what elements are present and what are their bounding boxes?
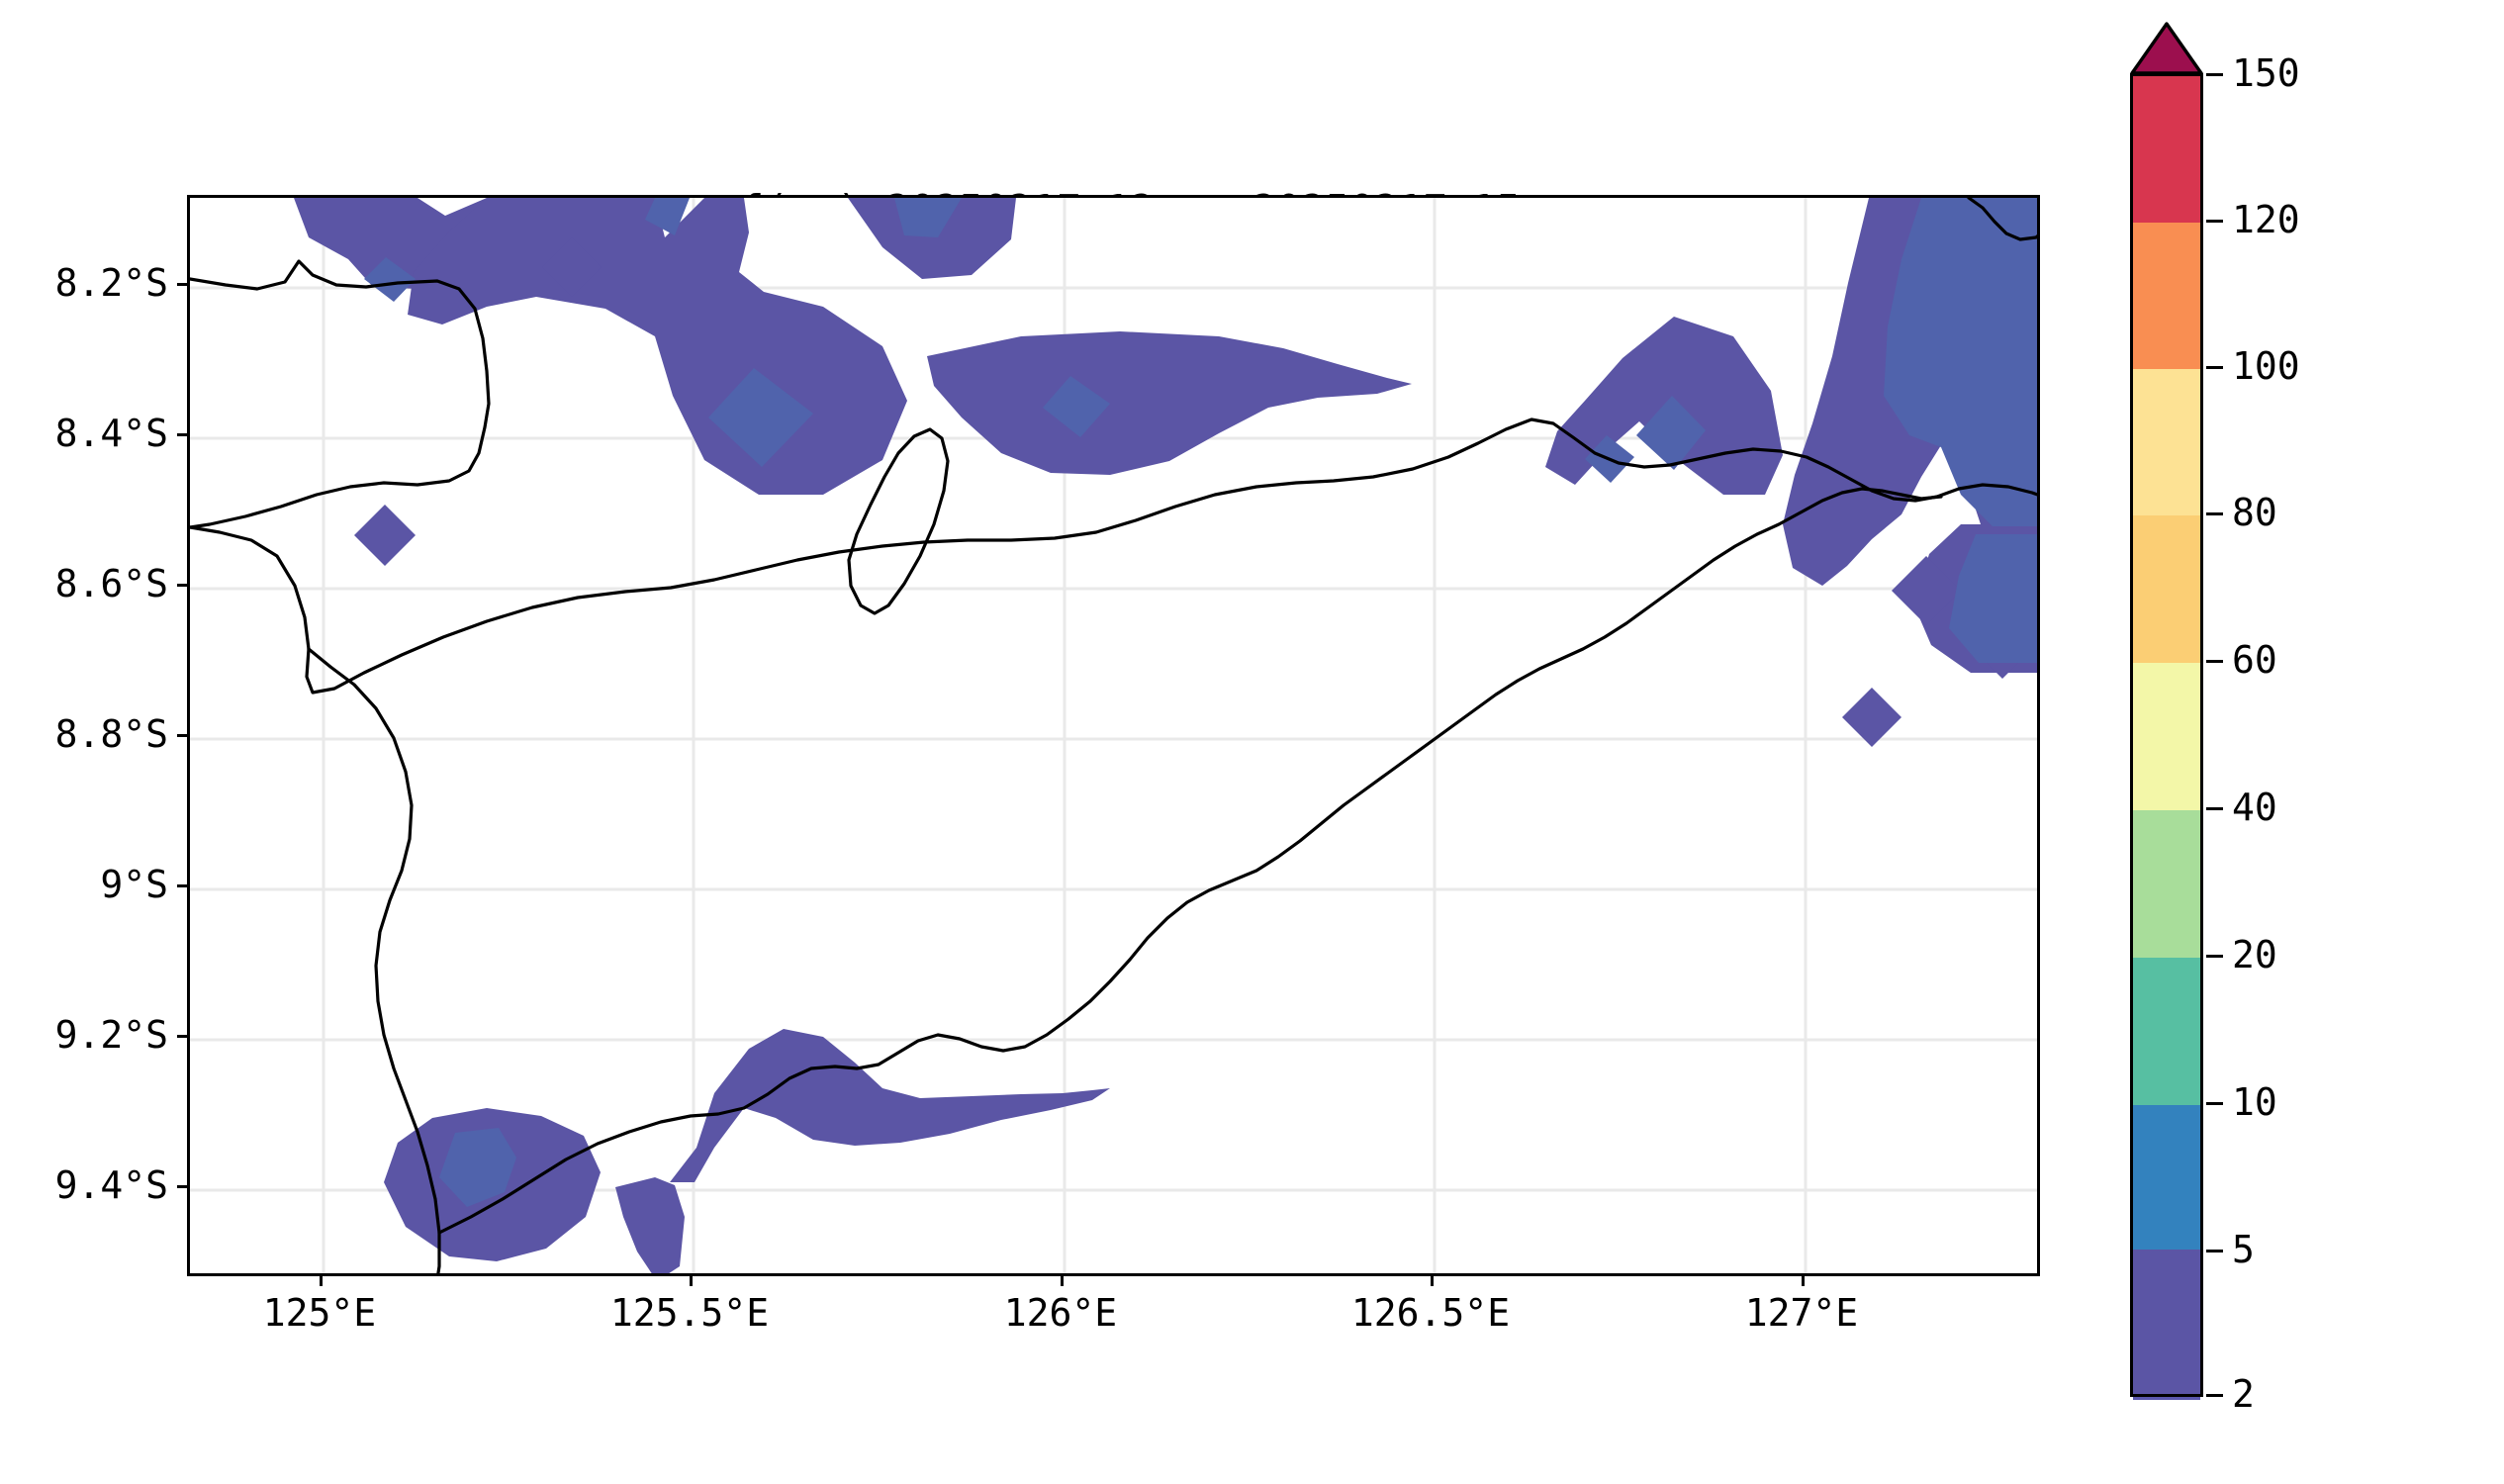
cb-tick-2	[2206, 1394, 2223, 1397]
cb-band-2-5-fill	[2130, 1250, 2203, 1397]
coastline	[190, 198, 2037, 1273]
ytick-mark-8.2S	[177, 283, 187, 286]
ytick-mark-9S	[177, 884, 187, 887]
cb-tick-80	[2206, 512, 2223, 515]
ytick-label-8.4S: 8.4°S	[54, 412, 168, 455]
cb-label-10: 10	[2232, 1080, 2277, 1124]
cb-band-80-100	[2133, 515, 2200, 663]
ytick-mark-8.4S	[177, 433, 187, 436]
cb-band-40-60	[2133, 810, 2200, 958]
ytick-mark-8.8S	[177, 734, 187, 737]
cb-tick-60	[2206, 660, 2223, 663]
cb-label-60: 60	[2232, 638, 2277, 682]
map-canvas	[190, 198, 2037, 1273]
contour-band-2-5mm	[294, 198, 2037, 1273]
cb-label-5: 5	[2232, 1228, 2255, 1271]
map-plot-area[interactable]	[187, 195, 2040, 1276]
cb-band-60-80	[2133, 663, 2200, 810]
xtick-mark-126.5E	[1431, 1276, 1434, 1286]
xtick-label-126.5E: 126.5°E	[1350, 1291, 1511, 1335]
cb-label-80: 80	[2232, 491, 2277, 534]
contour-band-5-10mm	[364, 198, 2037, 1207]
xtick-mark-125E	[320, 1276, 323, 1286]
cb-tick-40	[2206, 807, 2223, 810]
cb-tick-10	[2206, 1102, 2223, 1105]
cb-band-20-40	[2133, 958, 2200, 1105]
cb-label-100: 100	[2232, 344, 2300, 388]
xtick-label-127E: 127°E	[1744, 1291, 1859, 1335]
cb-tick-150	[2206, 73, 2223, 76]
xtick-label-126E: 126°E	[1003, 1291, 1118, 1335]
ytick-mark-9.4S	[177, 1185, 187, 1188]
ytick-label-9S: 9°S	[100, 863, 168, 906]
cb-label-2: 2	[2232, 1372, 2255, 1416]
ytick-label-9.4S: 9.4°S	[54, 1163, 168, 1207]
xtick-mark-125.5E	[690, 1276, 693, 1286]
ytick-mark-9.2S	[177, 1035, 187, 1038]
ytick-label-8.6S: 8.6°S	[54, 562, 168, 605]
xtick-mark-127E	[1802, 1276, 1805, 1286]
cb-band-100-120	[2133, 369, 2200, 515]
xtick-label-125.5E: 125.5°E	[609, 1291, 770, 1335]
ytick-label-9.2S: 9.2°S	[54, 1013, 168, 1057]
colorbar[interactable]: 150 120 100 80 60 40 20 10 5 2	[2130, 22, 2300, 1413]
colorbar-extend-arrow	[2130, 22, 2203, 75]
cb-label-20: 20	[2232, 933, 2277, 976]
colorbar-gradient[interactable]	[2130, 73, 2203, 1400]
cb-label-150: 150	[2232, 51, 2300, 95]
xtick-label-125E: 125°E	[262, 1291, 377, 1335]
cb-band-120-150	[2133, 223, 2200, 369]
cb-label-40: 40	[2232, 786, 2277, 829]
xtick-mark-126E	[1061, 1276, 1064, 1286]
cb-label-120: 120	[2232, 198, 2300, 241]
cb-tick-120	[2206, 220, 2223, 223]
ytick-label-8.2S: 8.2°S	[54, 261, 168, 305]
cb-tick-5	[2206, 1250, 2223, 1252]
ytick-mark-8.6S	[177, 584, 187, 587]
cb-tick-20	[2206, 955, 2223, 958]
cb-tick-100	[2206, 366, 2223, 369]
cb-band-10-20	[2133, 1105, 2200, 1252]
cb-band-150-top	[2133, 76, 2200, 223]
ytick-label-8.8S: 8.8°S	[54, 712, 168, 756]
